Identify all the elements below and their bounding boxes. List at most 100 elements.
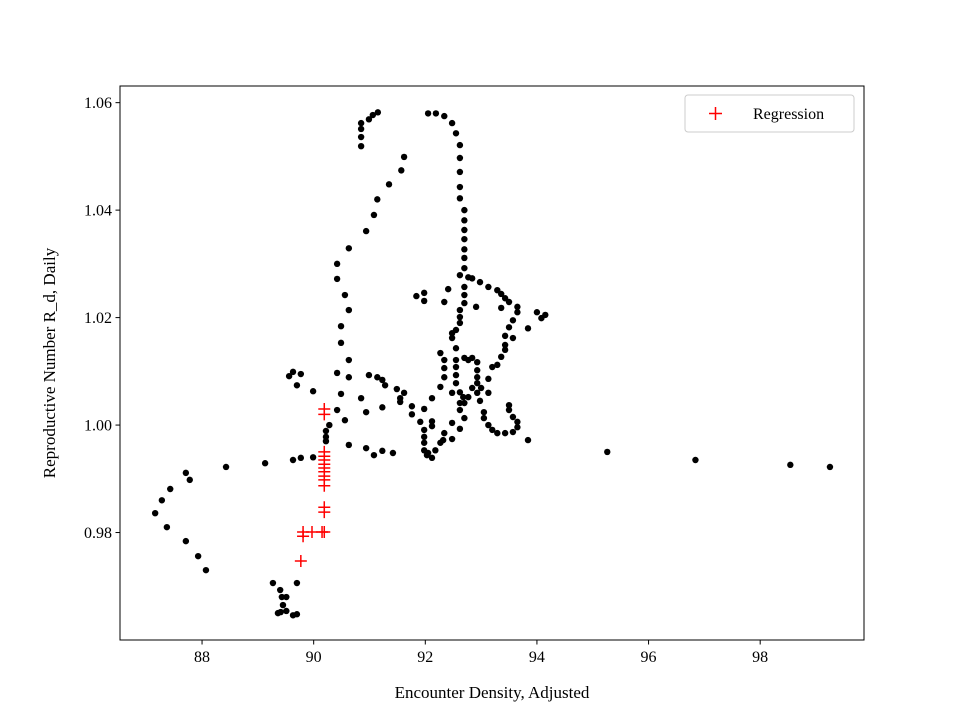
data-point — [293, 382, 301, 389]
data-point — [428, 454, 436, 462]
data-point — [456, 306, 464, 314]
data-point — [437, 349, 444, 357]
data-point — [428, 422, 436, 430]
data-point — [476, 397, 484, 405]
data-point — [261, 460, 269, 467]
data-point — [322, 427, 330, 435]
data-point — [448, 334, 456, 342]
x-tick-label: 88 — [194, 649, 210, 666]
data-point — [362, 408, 370, 416]
data-point — [182, 469, 190, 477]
data-point — [514, 309, 521, 316]
data-point — [293, 579, 301, 587]
data-point — [408, 411, 416, 418]
data-point — [357, 133, 365, 141]
data-point — [345, 306, 353, 314]
data-point — [494, 429, 501, 437]
regression-point — [318, 506, 331, 519]
data-point — [428, 418, 436, 425]
data-point — [542, 311, 549, 319]
data-point — [452, 371, 460, 379]
data-point — [374, 196, 381, 203]
data-point — [501, 341, 509, 349]
data-point — [474, 367, 481, 374]
data-point — [489, 426, 496, 434]
data-point — [448, 329, 456, 337]
data-point — [514, 303, 521, 311]
data-point — [437, 383, 444, 391]
data-point — [444, 285, 452, 293]
data-point — [279, 601, 287, 609]
data-point — [452, 345, 460, 352]
data-point — [370, 451, 378, 459]
data-point — [293, 611, 301, 618]
data-point — [297, 370, 305, 378]
data-point — [461, 254, 468, 262]
y-tick-label: 1.06 — [84, 95, 112, 112]
data-point — [505, 406, 513, 414]
data-point — [505, 298, 513, 306]
data-point — [485, 375, 492, 383]
data-point — [461, 246, 468, 253]
data-point — [441, 429, 448, 437]
data-point — [441, 356, 448, 364]
legend-label-regression: Regression — [753, 106, 824, 123]
data-point — [456, 271, 464, 279]
data-point — [385, 181, 393, 188]
data-point — [276, 586, 284, 594]
data-point — [374, 374, 381, 381]
data-point — [472, 303, 480, 311]
data-point — [333, 406, 341, 414]
data-point — [357, 125, 365, 133]
data-point — [186, 476, 193, 484]
data-point — [357, 394, 365, 402]
x-axis: 88 90 92 94 96 98 — [194, 640, 768, 666]
data-point — [461, 291, 468, 299]
data-point — [461, 399, 468, 407]
data-point — [362, 444, 370, 452]
data-point — [448, 435, 456, 443]
data-point — [604, 448, 611, 456]
data-point — [456, 406, 464, 414]
data-point — [480, 414, 488, 422]
data-point — [477, 384, 485, 392]
data-point — [428, 394, 436, 402]
data-point — [476, 278, 484, 286]
data-point — [498, 304, 505, 312]
regression-point — [294, 555, 307, 568]
plot-marks — [151, 109, 834, 619]
x-tick-label: 98 — [752, 649, 768, 666]
data-point — [432, 447, 439, 454]
data-point — [498, 290, 505, 298]
data-point — [461, 206, 468, 214]
data-point — [452, 130, 460, 137]
data-point — [413, 292, 420, 300]
data-point — [333, 260, 341, 268]
data-point — [448, 389, 456, 397]
data-point — [509, 413, 517, 421]
data-point — [345, 245, 353, 252]
data-point — [468, 384, 476, 392]
data-point — [269, 579, 277, 587]
data-point — [333, 369, 341, 377]
regression-point — [306, 525, 318, 538]
data-point — [514, 424, 521, 431]
data-point — [461, 264, 468, 272]
data-point — [441, 298, 448, 306]
data-point — [456, 154, 464, 162]
data-point — [456, 313, 464, 321]
data-point — [456, 195, 464, 202]
data-point — [509, 317, 517, 324]
data-point — [441, 364, 448, 372]
data-point — [222, 463, 230, 471]
data-point — [420, 297, 428, 305]
regression-point — [318, 479, 331, 492]
data-point — [400, 389, 408, 397]
data-point — [505, 401, 513, 409]
legend: Regression — [684, 94, 855, 133]
legend-plus-marker-icon — [709, 107, 722, 120]
data-point — [489, 363, 496, 371]
data-point — [501, 429, 509, 437]
data-point — [345, 356, 353, 364]
y-tick-label: 0.98 — [84, 525, 112, 542]
